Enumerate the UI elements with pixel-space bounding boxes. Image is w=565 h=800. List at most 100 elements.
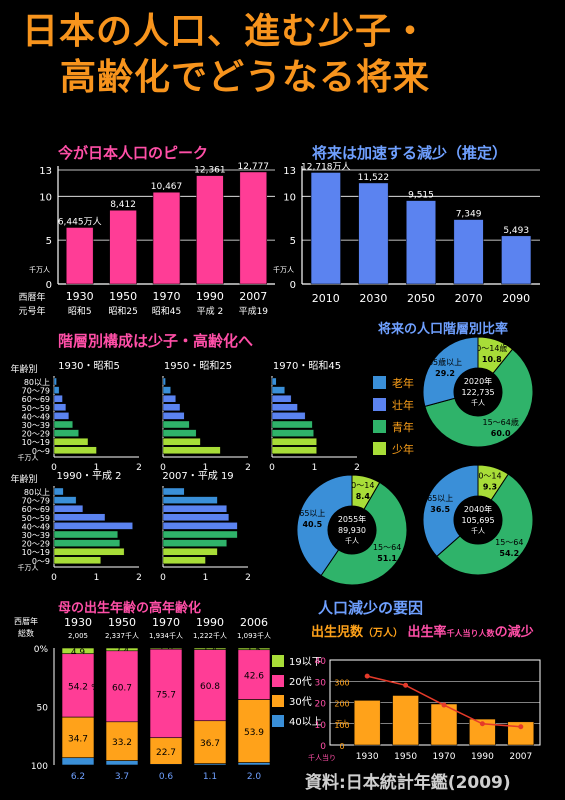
pyramid-bar (53, 403, 67, 411)
births-subheading-a: 出生児数 (311, 625, 364, 640)
pyramid-heading: 階層別構成は少子・高齢化へ (58, 332, 254, 350)
peak-year-label: 1950 (109, 290, 137, 303)
donut-slice-name: 15〜64歳 (482, 417, 518, 427)
mothers-bar-segment (61, 716, 95, 759)
peak-era-label: 昭和45 (152, 306, 181, 317)
pyramid-age-group: 70〜79 (22, 387, 50, 396)
mothers-bar-segment (61, 653, 95, 718)
pyramid-chart-label: 1990・平成 2 (57, 470, 122, 482)
pyramid-bar (271, 403, 298, 411)
mothers-segment-label: 75.7 (156, 690, 176, 700)
donut-slice (422, 464, 479, 558)
births-bar (469, 718, 496, 746)
pyramid-age-group: 0〜9 (32, 447, 50, 456)
mothers-pct-unit: % (91, 683, 99, 692)
peak-year-label: 1990 (196, 290, 224, 303)
pyramid-bar (162, 403, 181, 411)
pyramid-bar (271, 420, 313, 429)
births-year-label: 1990 (471, 752, 494, 762)
future-year-label: 2010 (312, 292, 340, 305)
pyramid-bar (53, 530, 118, 539)
births-subheading-b: 出生率 (407, 625, 447, 640)
pyramid-legend-label: 老年 (392, 376, 414, 390)
pyramid-bar (162, 412, 185, 420)
donut-unit: 千人 (345, 536, 359, 545)
mothers-heading: 母の出生年齢の高年齢化 (58, 601, 202, 616)
peak-bar (109, 209, 137, 285)
peak-value-label: 10,467 (151, 182, 183, 192)
pyramid-bar (271, 386, 285, 394)
future-heading: 将来は加速する減少（推定） (312, 144, 508, 162)
donut-slice-pct: 51.1 (377, 554, 397, 563)
donut-slice-name: 0〜14 (351, 481, 374, 490)
peak-bar (152, 191, 181, 285)
pyramid-bar (53, 496, 77, 504)
mothers-year-label: 1930 (64, 616, 92, 629)
pyramid-age-group: 10〜19 (22, 438, 50, 447)
mothers-ytick: 50 (37, 704, 49, 714)
pyramid-xtick: 2 (245, 463, 251, 473)
births-rate-point (364, 673, 370, 679)
mothers-bar-segment (193, 649, 227, 722)
pyramid-bar (162, 420, 190, 429)
births-left-tick: 0 (320, 742, 326, 752)
donut-total: 89,930 (338, 526, 366, 535)
peak-bar (65, 227, 94, 285)
pyramid-legend-label: 青年 (392, 420, 414, 434)
pyramid-xtick: 2 (136, 463, 142, 473)
source-note: 資料:日本統計年鑑(2009) (305, 773, 511, 793)
peak-ytick: 13 (39, 166, 52, 177)
donut-slice (296, 474, 353, 577)
pyramid-age-group: 10〜19 (22, 548, 50, 557)
pyramid-bar (53, 377, 57, 386)
peak-era-label: 平成19 (239, 305, 269, 317)
donut-hole (455, 369, 501, 415)
births-subheading: 出生児数（万人） 出生率千人当り人数の減少 (311, 621, 534, 640)
donut-slice-name: 0〜14歳 (476, 343, 507, 353)
future-bar (405, 200, 437, 285)
peak-ytick: 10 (39, 192, 52, 203)
births-subheading-b-unit: 千人当り人数 (446, 629, 495, 638)
donut-slice-pct: 40.5 (302, 520, 322, 529)
pyramid-age-label-top: 年齢別 (10, 363, 37, 375)
mothers-ytick: 100 (31, 762, 48, 772)
mothers-bar-segment (105, 721, 139, 761)
future-value-label: 5,493 (503, 226, 529, 236)
peak-value-label: 6,445万人 (58, 216, 102, 227)
pyramid-age-group: 60〜69 (22, 395, 50, 404)
peak-row-label-year: 西暦年 (18, 291, 45, 303)
mothers-segment-label: 42.6 (244, 672, 264, 682)
donut-slice-pct: 29.2 (435, 369, 455, 378)
pyramid-bar (162, 539, 227, 547)
mothers-bar-segment (193, 720, 227, 765)
mothers-row-label-total: 総数 (18, 628, 34, 638)
future-year-label: 2090 (502, 292, 530, 305)
peak-year-label: 2007 (239, 290, 267, 303)
births-right-tick: 300 (334, 678, 349, 687)
pyramid-chart-label: 2007・平成 19 (162, 470, 233, 482)
donut-slice-name: 0〜14 (478, 471, 501, 480)
births-bar (430, 703, 458, 746)
pyramid-xtick: 2 (354, 463, 360, 473)
pyramid-bar (162, 377, 166, 386)
donut-hole (455, 497, 501, 543)
pyramid-bar (53, 548, 125, 556)
donut-slice (320, 481, 408, 586)
mothers-segment-label: 36.7 (200, 739, 220, 749)
pyramid-chart-label: 1970・昭和45 (273, 360, 341, 372)
pyramid-bar (53, 438, 89, 446)
main-title-line1: 日本の人口、進む少子・ (22, 11, 430, 52)
births-year-label: 2007 (509, 752, 532, 762)
births-year-label: 1950 (394, 752, 417, 762)
births-left-tick: 10 (315, 721, 327, 731)
mothers-bar-segment (105, 760, 139, 766)
pyramid-xtick: 0 (160, 573, 166, 583)
future-bar (501, 235, 532, 285)
mothers-legend-label: 19以下 (289, 657, 322, 668)
donut-year: 2020年 (464, 376, 492, 386)
pyramid-unit-label: 千万人 (18, 563, 39, 572)
future-year-label: 2050 (407, 292, 435, 305)
pyramid-bar (53, 505, 84, 513)
pyramid-bar (53, 539, 121, 547)
future-value-label: 11,522 (358, 173, 390, 183)
